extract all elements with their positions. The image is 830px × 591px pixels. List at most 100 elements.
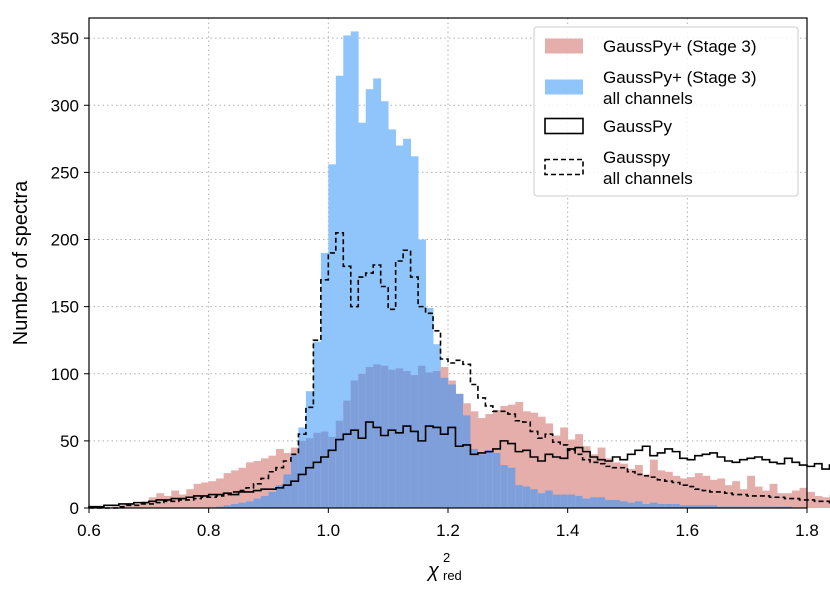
legend-label: GaussPy+ (Stage 3) [603,37,757,56]
bar-stage3 [567,439,576,508]
bar-overlap [762,506,771,508]
bar-overlap [620,501,628,508]
bar-overlap [672,503,681,508]
bar-overlap [455,393,464,508]
bar-overlap [679,505,688,508]
bar-stage3-all-channels [350,31,359,509]
bar-overlap [358,373,367,508]
bar-overlap [567,494,576,508]
bar-overlap [784,506,793,508]
x-tick-label: 1.8 [795,521,819,540]
bar-stage3-all-channels [395,145,404,508]
bar-overlap [425,372,434,508]
bar-stage3 [186,489,195,508]
bar-overlap [590,497,598,508]
bar-stage3 [231,470,239,508]
bar-overlap [365,367,374,508]
bar-overlap [440,377,449,508]
bar-stage3 [724,485,733,508]
bar-stage3-all-channels [320,252,329,508]
bar-overlap [410,375,419,508]
bar-overlap [627,502,636,508]
bar-stage3 [709,479,718,508]
bar-overlap [223,505,232,508]
bar-stage3 [777,493,785,508]
bar-stage3 [679,478,688,508]
bar-overlap [305,438,314,508]
x-axis-title: χ 2 red [426,550,462,583]
bar-overlap [747,506,756,508]
bar-stage3 [507,404,516,508]
bar-overlap [605,499,613,508]
bar-overlap [216,506,225,508]
bar-overlap [492,452,501,508]
bar-stage3 [515,401,524,508]
bar-overlap [687,505,696,508]
bar-overlap [754,506,763,508]
bar-overlap [462,415,471,508]
bar-stage3 [664,471,673,508]
bar-overlap [597,497,606,508]
x-tick-label: 0.8 [197,521,221,540]
bar-stage3 [163,495,172,508]
legend-label: GaussPy [603,117,672,136]
x-axis-title-subscript: red [443,568,462,583]
bar-stage3 [694,473,703,508]
bar-stage3 [148,497,157,508]
legend-swatch [544,117,584,135]
bar-overlap [724,506,733,508]
x-tick-label: 1.6 [676,521,700,540]
bar-stage3 [657,470,666,508]
bar-overlap [373,364,382,508]
bar-overlap [500,465,509,508]
bar-overlap [560,494,569,508]
bar-overlap [694,505,703,508]
bar-stage3 [747,475,756,508]
bar-overlap [649,502,658,508]
bar-overlap [537,493,546,508]
x-tick-label: 1.0 [317,521,341,540]
bar-stage3 [814,495,823,508]
bar-overlap [575,495,584,508]
bar-stage3 [687,477,696,508]
bar-overlap [530,489,539,508]
bar-stage3 [649,459,658,508]
bar-overlap [418,365,426,508]
bar-stage3-all-channels [403,138,412,509]
bar-stage3 [216,478,225,508]
bar-stage3-all-channels [380,101,389,508]
bar-overlap [388,369,397,508]
bar-overlap [470,448,479,508]
bar-stage3 [605,458,613,508]
legend-swatch [544,158,584,176]
bar-stage3-all-channels [343,35,352,508]
bar-stage3 [590,454,598,508]
x-axis-title-superscript: 2 [443,550,450,565]
legend-frame [533,26,799,197]
y-axis-title: Number of spectra [10,180,32,345]
legend-label: GaussPy+ (Stage 3) [603,68,757,87]
bar-stage3 [754,486,763,508]
x-axis-title-symbol: χ [426,560,440,582]
bar-overlap [253,498,262,508]
bar-overlap [732,506,741,508]
bar-stage3-all-channels [410,156,419,508]
bar-overlap [275,485,284,508]
bar-overlap [448,384,456,508]
bar-overlap [313,432,322,508]
bar-overlap [717,506,726,508]
bar-stage3 [672,475,681,508]
bar-stage3 [769,483,778,508]
bar-stage3 [275,448,284,508]
legend-swatch [545,79,583,95]
legend-label: Gausspy [603,148,671,167]
bar-stage3 [784,493,793,508]
bar-overlap [433,371,441,508]
bar-overlap [231,503,239,508]
bar-overlap [612,499,621,508]
y-tick-label: 350 [51,29,79,48]
axis-ticks: 0.6 0.8 1.0 1.2 1.4 1.6 1.8 0 50 100 150 200 250 300 3… [51,29,819,540]
bar-stage3 [560,427,569,508]
bar-overlap [545,490,554,508]
bar-stage3 [762,490,771,508]
